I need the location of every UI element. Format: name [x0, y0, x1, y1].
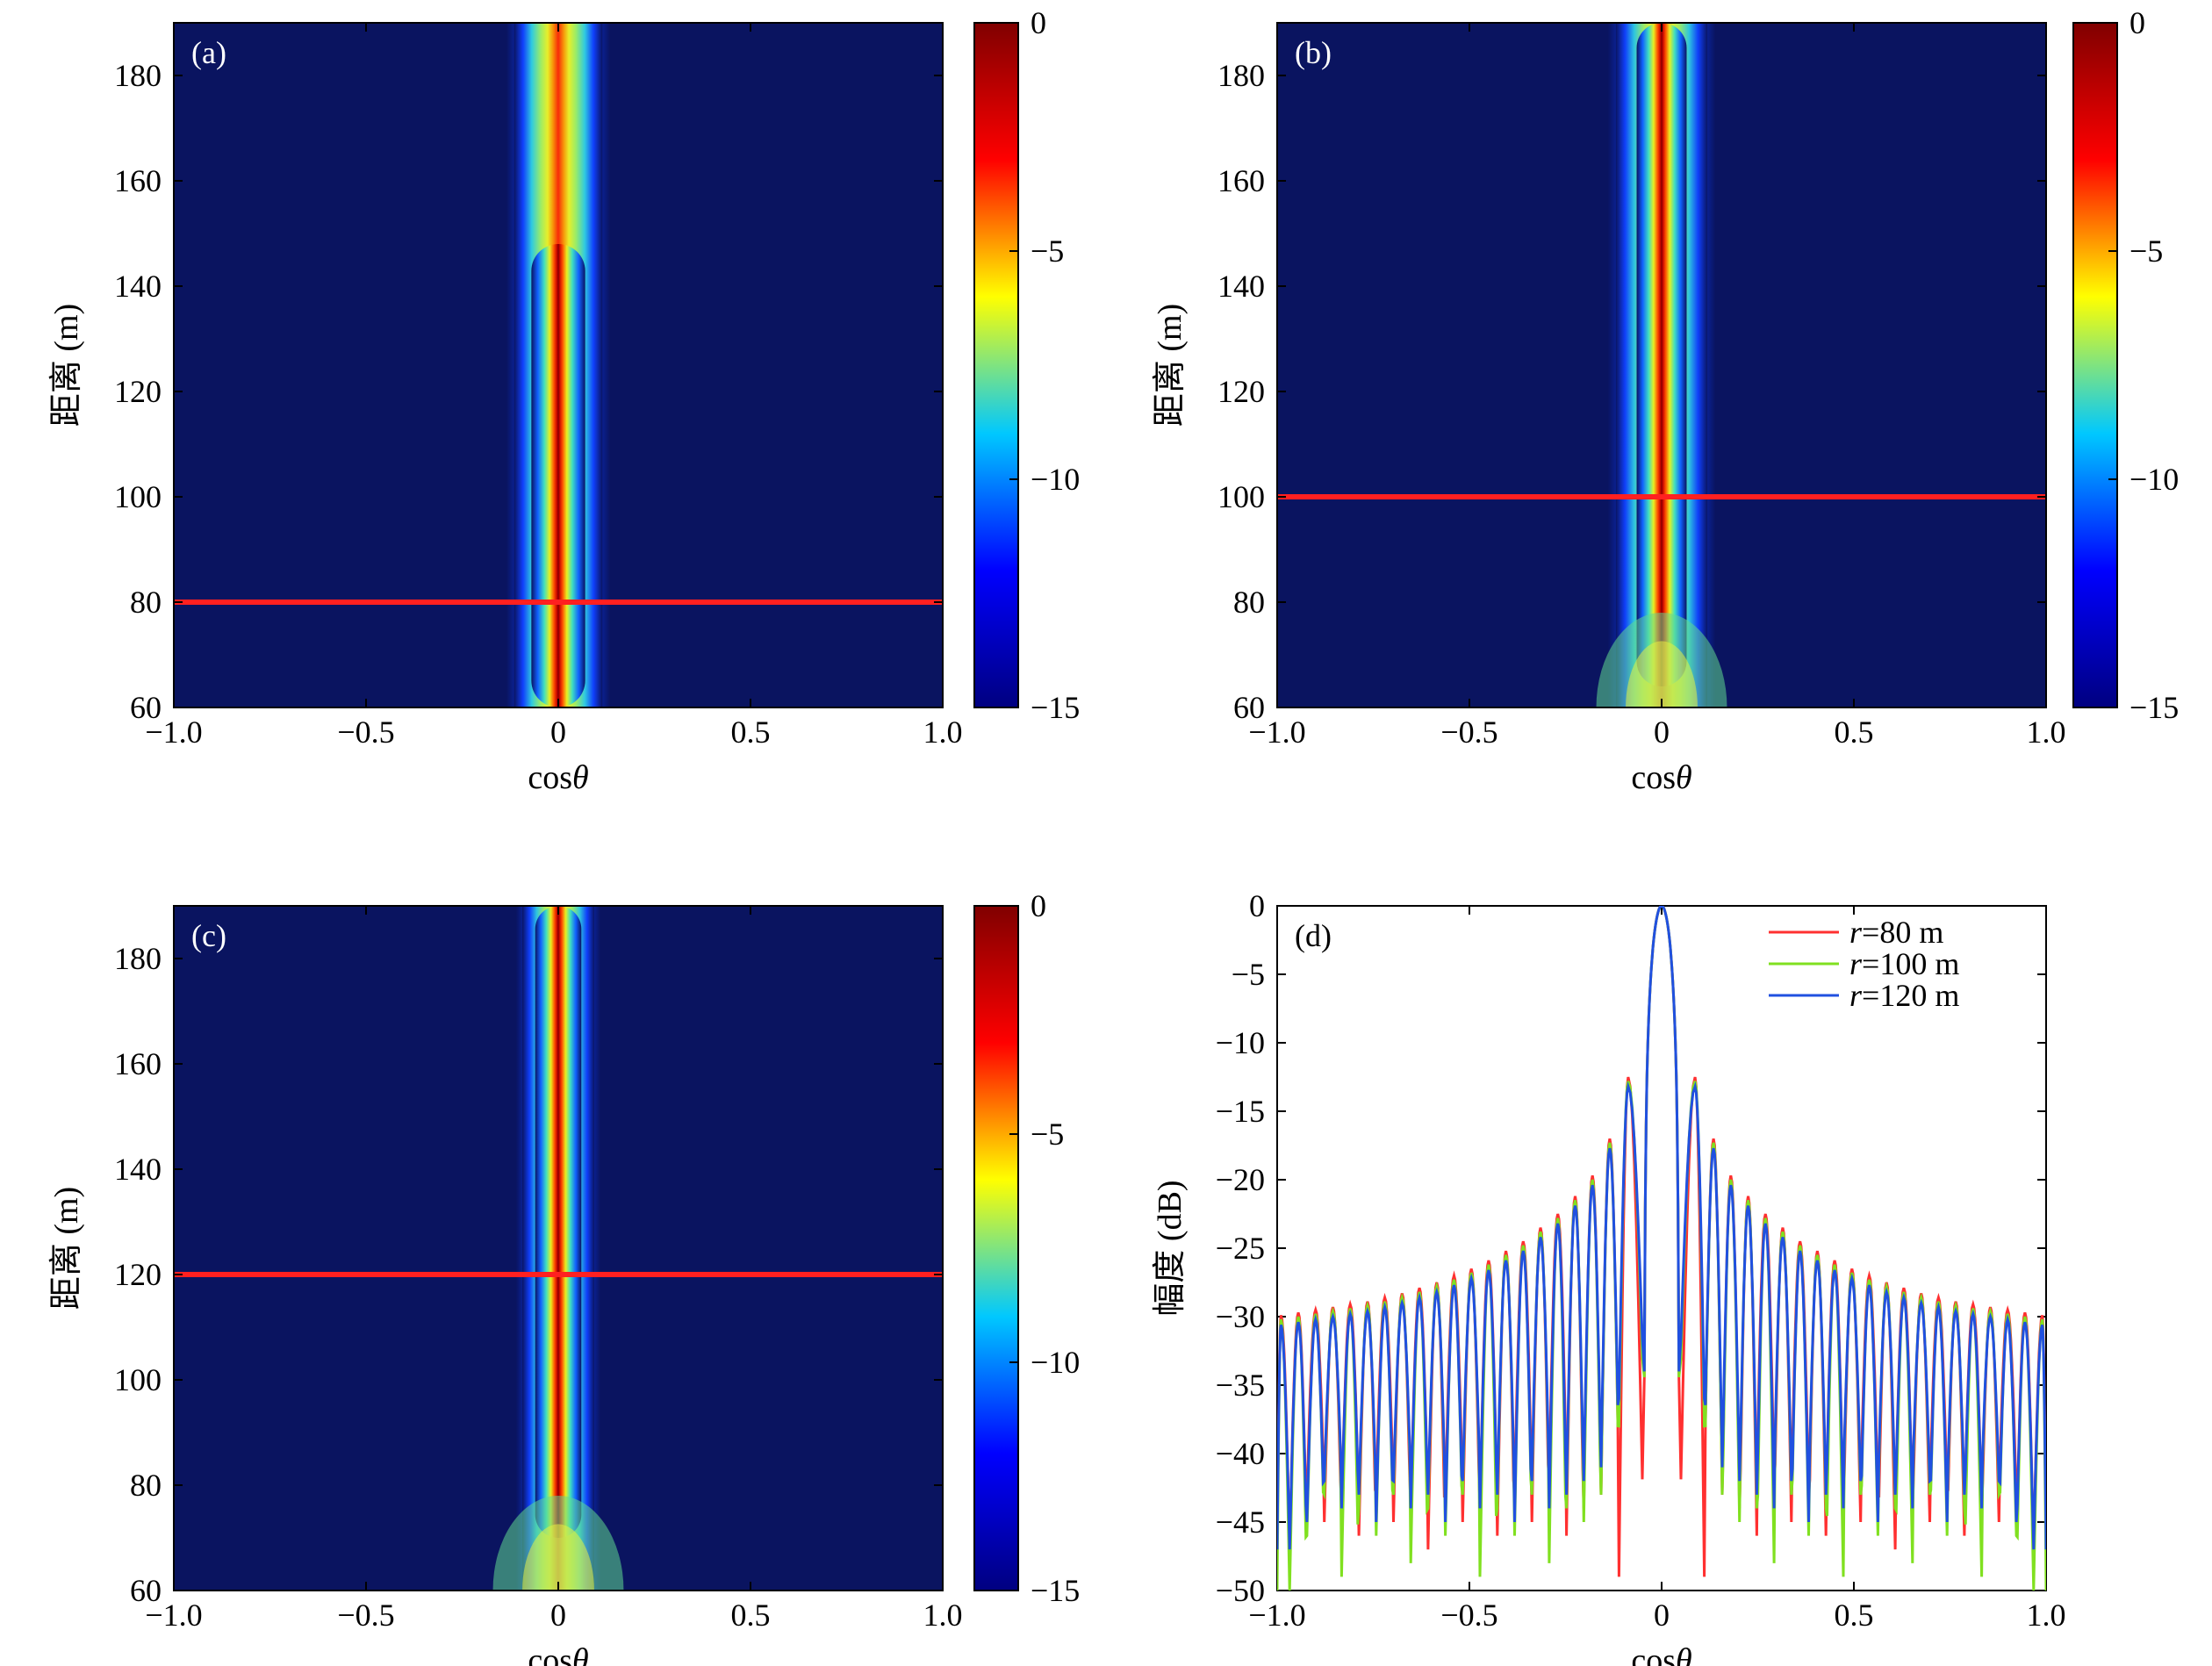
panel-d-xtick-label: −1.0 — [1248, 1598, 1305, 1633]
panel-c-ytick-label: 120 — [114, 1257, 162, 1292]
panel-a-colorbar-tick-label: −15 — [1031, 690, 1080, 725]
panel-b-xtick-label: −1.0 — [1248, 715, 1305, 750]
panel-a-y-axis-title: 距离 (m) — [48, 304, 85, 427]
panel-c-ytick-label: 80 — [130, 1468, 162, 1503]
panel-d-ytick-label: −35 — [1216, 1368, 1265, 1403]
legend-label: r=120 m — [1849, 978, 1959, 1013]
panel-b-colorbar — [2072, 22, 2118, 708]
panel-a-ytick-label: 140 — [114, 269, 162, 304]
panel-b-heatmap: −1.0 −0.5 0 0.5 1.0 60 80 100 120 140 160 180 cosθ 距离… — [1152, 5, 2179, 796]
panel-b-x-axis-title: cosθ — [1631, 759, 1691, 796]
panel-d-line-chart: −1.0 −0.5 0 0.5 1.0 0 −5 −10 −15 −20 −25 −30 −35 −40 −… — [1152, 888, 2066, 1666]
panel-b-colorbar-tick-label: 0 — [2129, 5, 2145, 40]
panel-c-ytick-label: 180 — [114, 941, 162, 976]
panel-c-xtick-label: 0.5 — [731, 1598, 771, 1633]
panel-d-ytick-label: −45 — [1216, 1504, 1265, 1540]
panel-b-ytick-label: 60 — [1233, 690, 1265, 725]
panel-b-xtick-label: 0.5 — [1835, 715, 1874, 750]
panel-a-ytick-label: 80 — [130, 585, 162, 620]
panel-c-colorbar-tick-label: −10 — [1031, 1345, 1080, 1380]
panel-c-heatmap-image — [174, 906, 943, 1591]
panel-a-ytick-label: 120 — [114, 374, 162, 409]
panel-a-xtick-label: −0.5 — [337, 715, 394, 750]
panel-d-label: (d) — [1295, 918, 1332, 953]
panel-b-ytick-label: 180 — [1217, 58, 1265, 93]
panel-a-beam-core — [531, 244, 585, 707]
panel-c-colorbar-tick-label: −5 — [1031, 1117, 1064, 1152]
panel-a-heatmap: −1.0 −0.5 0 0.5 1.0 60 80 100 120 140 160 180 cosθ 距离… — [48, 5, 1080, 796]
panel-c-x-axis-title: cosθ — [528, 1642, 588, 1666]
panel-a-x-axis-title: cosθ — [528, 759, 588, 796]
panel-d-xtick-label: −0.5 — [1440, 1598, 1497, 1633]
legend-label: r=100 m — [1849, 946, 1959, 981]
panel-d-ytick-label: −15 — [1216, 1094, 1265, 1129]
panel-b-label: (b) — [1295, 35, 1332, 70]
panel-d-ytick-label: −10 — [1216, 1025, 1265, 1060]
panel-d-y-axis-title: 幅度 (dB) — [1152, 1180, 1189, 1316]
series-line-r-120-m — [1277, 906, 2046, 1550]
panel-c-xtick-label: −1.0 — [145, 1598, 202, 1633]
panel-d-ytick-label: −5 — [1232, 957, 1265, 992]
panel-a-xtick-label: 1.0 — [923, 715, 963, 750]
panel-a-xtick-label: 0.5 — [731, 715, 771, 750]
panel-a-ytick-label: 180 — [114, 58, 162, 93]
panel-b-xtick-label: 1.0 — [2027, 715, 2066, 750]
panel-b-heatmap-image — [1277, 23, 2046, 707]
panel-b-ytick-label: 100 — [1217, 479, 1265, 514]
panel-b-colorbar-tick-label: −5 — [2129, 233, 2163, 269]
panel-c-y-axis-title: 距离 (m) — [48, 1187, 85, 1310]
panel-c-colorbar-tick-label: −15 — [1031, 1573, 1080, 1608]
panel-b-y-axis-title: 距离 (m) — [1152, 304, 1189, 427]
panel-c-label: (c) — [191, 918, 226, 953]
panel-a-colorbar-tick-label: −10 — [1031, 462, 1080, 497]
panel-b-colorbar-tick-label: −15 — [2129, 690, 2179, 725]
panel-c-ytick-label: 160 — [114, 1046, 162, 1081]
panel-c-beam-core — [535, 906, 582, 1538]
panel-a-ytick-label: 100 — [114, 479, 162, 514]
panel-c-ytick-label: 60 — [130, 1573, 162, 1608]
panel-b-ytick-label: 80 — [1233, 585, 1265, 620]
panel-d-ytick-label: 0 — [1249, 888, 1265, 923]
panel-d-xtick-label: 0.5 — [1835, 1598, 1874, 1633]
panel-a-colorbar-tick-label: −5 — [1031, 233, 1064, 269]
panel-c-nearfield-core — [522, 1524, 594, 1591]
panel-d-plot-area — [1277, 906, 2046, 1591]
panel-b-ytick-label: 120 — [1217, 374, 1265, 409]
panel-d-x-axis-title: cosθ — [1631, 1642, 1691, 1666]
panel-c-xtick-label: 1.0 — [923, 1598, 963, 1633]
panel-a-xtick-label: 0 — [550, 715, 566, 750]
panel-c-heatmap: −1.0 −0.5 0 0.5 1.0 60 80 100 120 140 160 180 cosθ 距离… — [48, 888, 1080, 1666]
panel-d-ytick-label: −50 — [1216, 1573, 1265, 1608]
panel-c-xtick-label: 0 — [550, 1598, 566, 1633]
panel-d-ytick-label: −25 — [1216, 1231, 1265, 1266]
panel-c-ytick-label: 100 — [114, 1362, 162, 1397]
panel-d-ytick-label: −40 — [1216, 1436, 1265, 1471]
panel-b-nearfield-core — [1626, 641, 1698, 707]
panel-b-xtick-label: 0 — [1654, 715, 1670, 750]
panel-d-xtick-label: 0 — [1654, 1598, 1670, 1633]
panel-a-colorbar — [973, 22, 1019, 708]
panel-c-colorbar-tick-label: 0 — [1031, 888, 1046, 923]
panel-a-heatmap-image — [174, 23, 943, 707]
panel-d-ytick-label: −30 — [1216, 1299, 1265, 1334]
panel-a-ytick-label: 160 — [114, 163, 162, 198]
panel-b-colorbar-tick-label: −10 — [2129, 462, 2179, 497]
panel-b-beam-core — [1636, 23, 1687, 686]
panel-a-xtick-label: −1.0 — [145, 715, 202, 750]
legend-label: r=80 m — [1849, 915, 1943, 950]
panel-a-ytick-label: 60 — [130, 690, 162, 725]
panel-a-label: (a) — [191, 35, 226, 70]
panel-c-colorbar — [973, 905, 1019, 1591]
panel-b-xtick-label: −0.5 — [1440, 715, 1497, 750]
panel-d-xtick-label: 1.0 — [2027, 1598, 2066, 1633]
panel-b-ytick-label: 160 — [1217, 163, 1265, 198]
panel-d-ytick-label: −20 — [1216, 1162, 1265, 1197]
panel-b-ytick-label: 140 — [1217, 269, 1265, 304]
panel-c-ytick-label: 140 — [114, 1152, 162, 1187]
panel-c-xtick-label: −0.5 — [337, 1598, 394, 1633]
panel-a-colorbar-tick-label: 0 — [1031, 5, 1046, 40]
